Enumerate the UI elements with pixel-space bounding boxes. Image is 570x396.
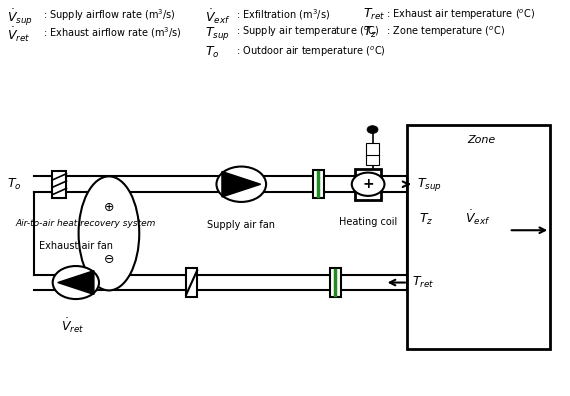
Bar [355,169,381,200]
Text: $\dot{V}_{exf}$: $\dot{V}_{exf}$ [465,208,490,227]
Text: Exhaust air fan: Exhaust air fan [39,241,113,251]
Text: $\oplus$: $\oplus$ [103,201,115,214]
Text: $T_{sup}$: $T_{sup}$ [205,25,230,42]
Text: $\dot{V}_{ret}$: $\dot{V}_{ret}$ [62,317,85,335]
Text: $\dot{V}_{exf}$: $\dot{V}_{exf}$ [205,7,231,26]
Text: Supply air fan: Supply air fan [207,220,275,230]
Circle shape [217,167,266,202]
Text: $T_o$: $T_o$ [205,45,220,60]
Circle shape [367,126,378,133]
Bar [313,170,324,198]
Circle shape [352,173,385,196]
Text: $T_z$: $T_z$ [420,212,434,227]
Bar [186,268,197,297]
Text: Heating coil: Heating coil [339,217,397,227]
Text: : Supply air temperature ($^o$C): : Supply air temperature ($^o$C) [236,25,379,39]
Text: $T_{ret}$: $T_{ret}$ [363,7,385,23]
Text: $T_z$: $T_z$ [363,25,377,40]
Polygon shape [222,171,260,197]
Text: $\dot{V}_{ret}$: $\dot{V}_{ret}$ [7,25,30,44]
Text: $\dot{V}_{sup}$: $\dot{V}_{sup}$ [7,7,33,28]
Text: Zone: Zone [467,135,495,145]
Bar [52,171,67,198]
Text: : Exhaust air temperature ($^o$C): : Exhaust air temperature ($^o$C) [386,7,535,22]
Circle shape [52,266,99,299]
Text: : Exhaust airflow rate (m$^3$/s): : Exhaust airflow rate (m$^3$/s) [43,25,181,40]
Text: +: + [363,177,374,191]
Text: $T_{sup}$: $T_{sup}$ [417,176,442,193]
Ellipse shape [79,176,139,290]
Bar [329,268,340,297]
Text: : Supply airflow rate (m$^3$/s): : Supply airflow rate (m$^3$/s) [43,7,176,23]
Text: $\ominus$: $\ominus$ [103,253,115,266]
Polygon shape [58,270,94,295]
Text: $T_{ret}$: $T_{ret}$ [412,275,434,290]
Text: Air-to-air heat recovery system: Air-to-air heat recovery system [15,219,156,228]
Text: : Exfiltration (m$^3$/s): : Exfiltration (m$^3$/s) [236,7,330,22]
Text: $T_o$: $T_o$ [7,177,22,192]
Text: : Outdoor air temperature ($^o$C): : Outdoor air temperature ($^o$C) [236,45,385,59]
Bar [366,143,379,165]
Text: : Zone temperature ($^o$C): : Zone temperature ($^o$C) [386,25,506,39]
